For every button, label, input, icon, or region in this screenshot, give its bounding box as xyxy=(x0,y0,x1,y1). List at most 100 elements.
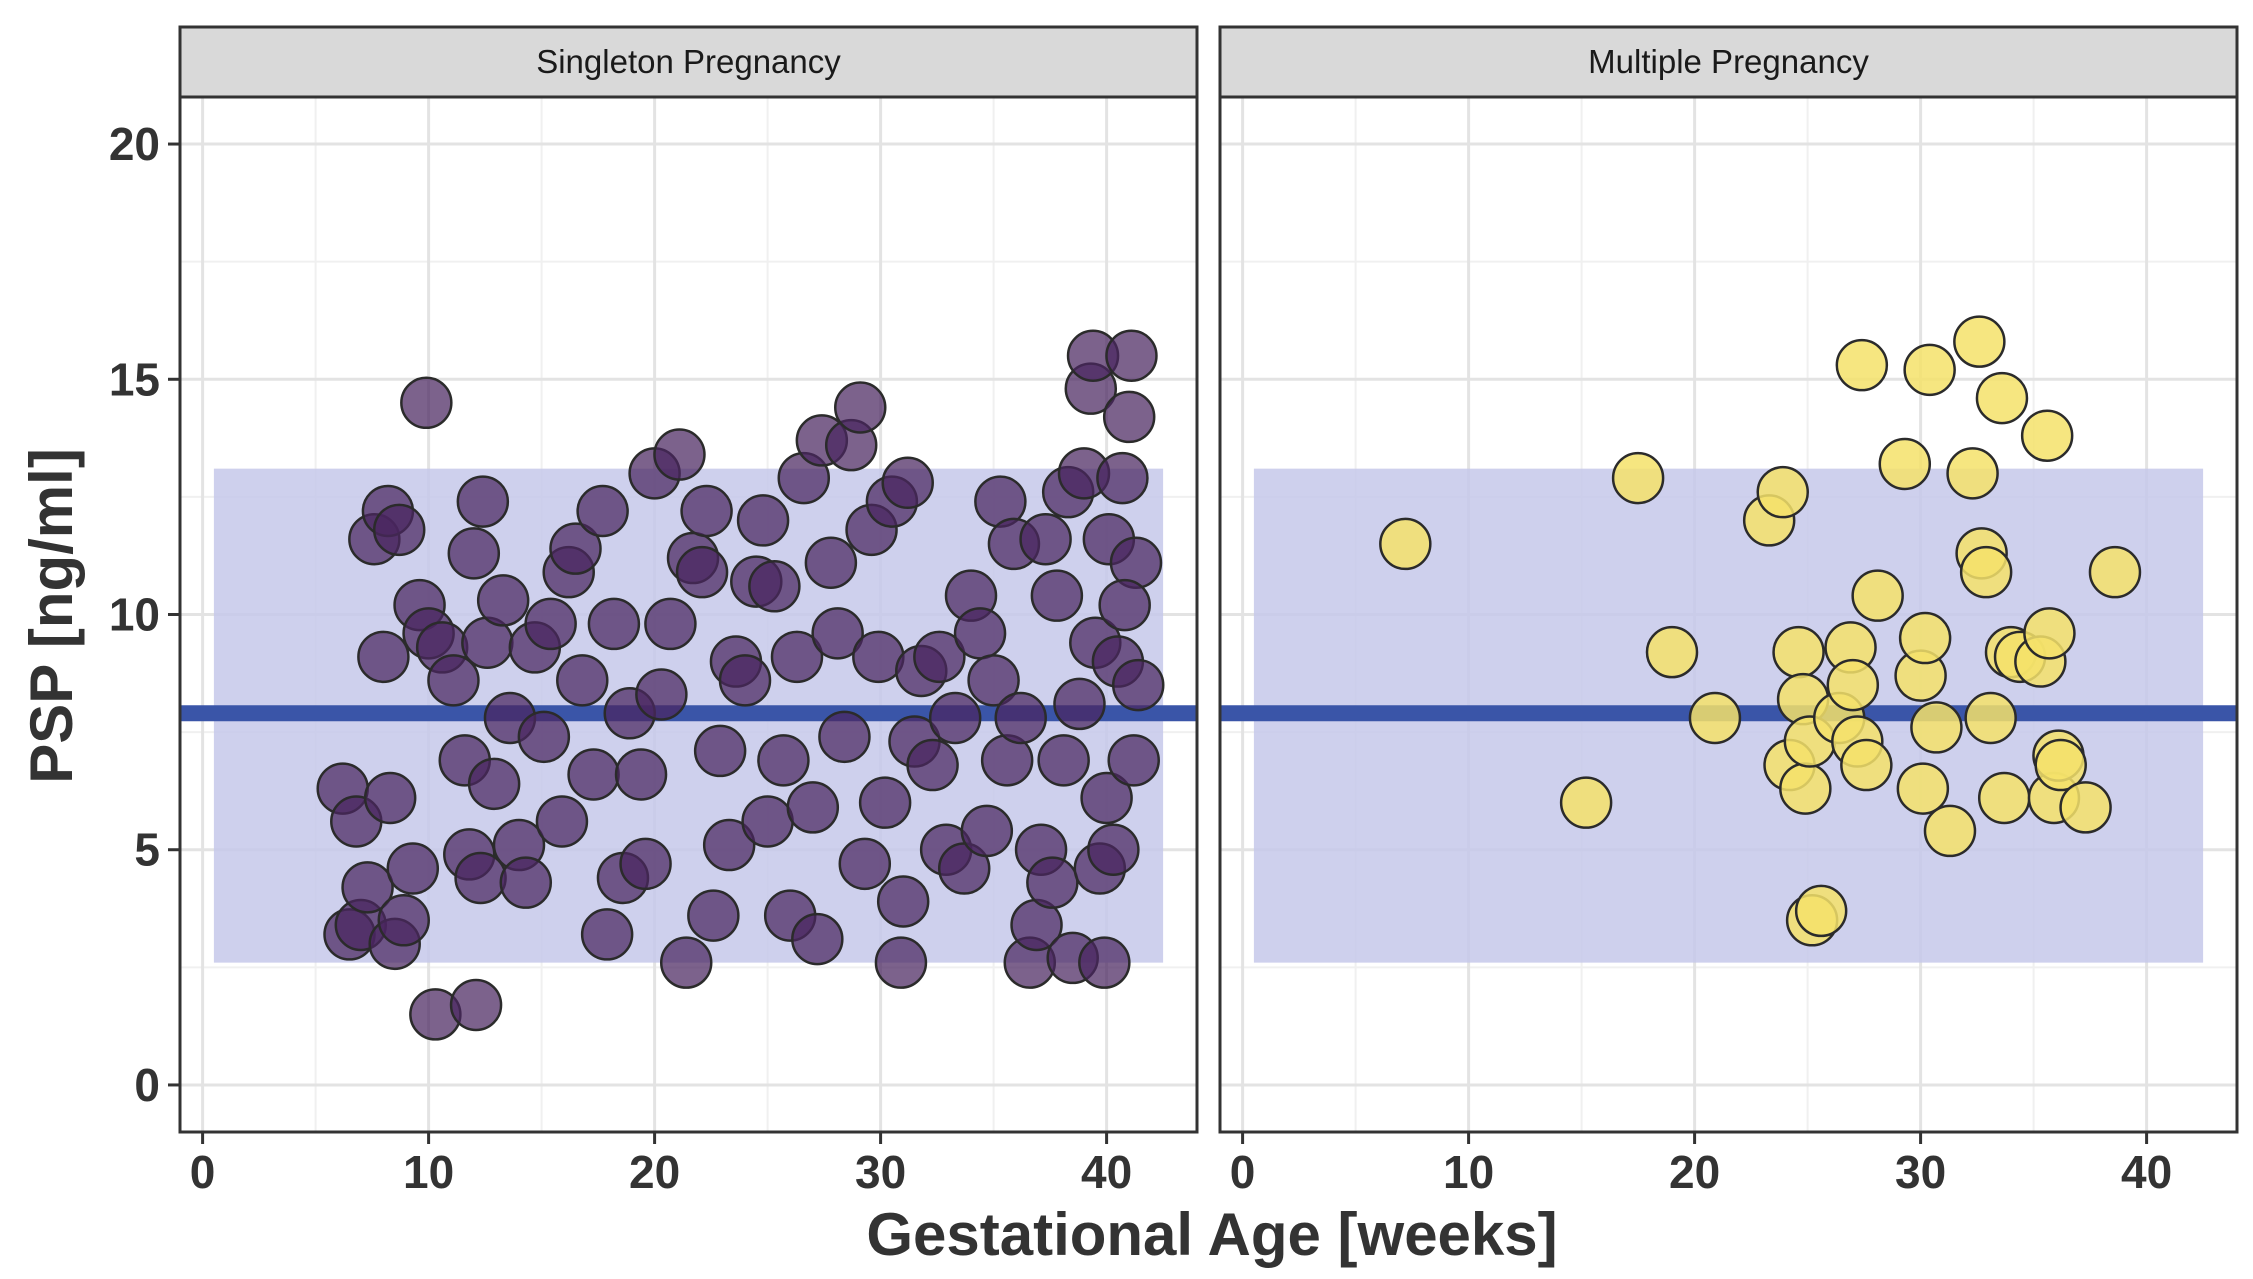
data-point xyxy=(1559,776,1613,829)
data-point xyxy=(576,484,629,538)
data-point xyxy=(1826,658,1880,712)
data-point xyxy=(858,776,912,829)
data-point xyxy=(1923,804,1977,858)
y-axis-title: PSP [ng/ml] xyxy=(18,448,85,784)
data-point xyxy=(906,738,959,792)
x-tick-label: 0 xyxy=(190,1146,216,1198)
x-tick-label: 30 xyxy=(1895,1146,1946,1198)
data-point xyxy=(449,978,503,1032)
data-point xyxy=(1019,512,1072,566)
x-tick-label: 10 xyxy=(403,1146,454,1198)
data-point xyxy=(2020,409,2074,462)
data-point xyxy=(1756,465,1809,519)
data-point xyxy=(1896,762,1950,815)
data-point xyxy=(476,574,530,627)
data-point xyxy=(580,908,634,961)
facet-strip xyxy=(1218,25,2239,99)
data-point xyxy=(447,527,501,580)
data-point xyxy=(1098,578,1151,632)
data-point xyxy=(741,795,794,848)
y-tick-label: 10 xyxy=(109,589,160,641)
data-point xyxy=(1111,658,1165,712)
data-point xyxy=(680,484,733,538)
data-point xyxy=(456,475,510,528)
data-point xyxy=(811,607,864,660)
y-tick-label: 0 xyxy=(134,1059,160,1111)
data-point xyxy=(427,654,480,707)
facet-strip-label: Multiple Pregnancy xyxy=(1588,43,1869,80)
data-point xyxy=(791,912,844,966)
data-point xyxy=(2088,545,2142,599)
data-point xyxy=(1779,762,1832,815)
data-point xyxy=(1898,611,1952,665)
data-point xyxy=(1102,390,1156,444)
data-point xyxy=(1835,338,1889,392)
data-point xyxy=(619,837,672,891)
data-point xyxy=(786,781,840,834)
data-point xyxy=(549,522,602,575)
data-point xyxy=(960,804,1014,858)
data-point xyxy=(659,936,713,989)
data-point xyxy=(838,837,892,891)
data-point xyxy=(386,842,440,895)
x-axis-multiple: 0 10 20 30 40 xyxy=(1230,1132,2172,1198)
data-point xyxy=(1645,625,1699,679)
data-point xyxy=(556,654,609,707)
data-point xyxy=(2023,607,2076,660)
data-point xyxy=(770,630,824,684)
data-point xyxy=(994,691,1047,745)
x-axis-title: Gestational Age [weeks] xyxy=(866,1201,1557,1268)
data-point xyxy=(2059,781,2112,834)
y-tick-label: 20 xyxy=(109,118,160,170)
x-tick-label: 0 xyxy=(1230,1146,1256,1198)
data-point xyxy=(1878,437,1932,491)
singleton-pregnancy-panel: Singleton Pregnancy xyxy=(178,25,1199,1134)
x-tick-label: 30 xyxy=(855,1146,906,1198)
data-point xyxy=(1087,823,1140,876)
facet-strip-label: Singleton Pregnancy xyxy=(536,43,841,80)
data-point xyxy=(1794,884,1848,938)
data-point xyxy=(1037,734,1090,787)
y-tick-label: 15 xyxy=(109,353,160,405)
data-point xyxy=(535,795,589,848)
facet-strip xyxy=(178,25,1199,99)
data-point xyxy=(1379,517,1432,571)
data-point xyxy=(881,456,934,510)
data-point xyxy=(953,607,1007,660)
y-axis: 0 5 10 15 20 xyxy=(109,118,180,1111)
data-point xyxy=(913,630,966,684)
data-point xyxy=(635,668,688,721)
data-point xyxy=(675,545,729,599)
data-point xyxy=(1975,371,2029,425)
x-axis-singleton: 0 10 20 30 40 xyxy=(190,1132,1132,1198)
data-point xyxy=(1053,677,1106,731)
multiple-pregnancy-panel: Multiple Pregnancy xyxy=(1218,25,2239,1134)
data-point xyxy=(499,856,553,909)
data-point xyxy=(1840,738,1893,792)
data-point xyxy=(341,861,394,914)
data-point xyxy=(1096,451,1149,505)
data-point xyxy=(1030,569,1084,622)
data-point xyxy=(377,894,430,947)
data-point xyxy=(702,818,756,872)
x-tick-label: 10 xyxy=(1443,1146,1494,1198)
data-point xyxy=(834,381,887,434)
y-tick-label: 5 xyxy=(134,824,160,876)
data-point xyxy=(400,376,453,430)
data-point xyxy=(1964,691,2017,745)
data-point xyxy=(1080,771,1133,825)
data-point xyxy=(1946,447,1999,500)
data-point xyxy=(567,748,620,801)
data-point xyxy=(1903,343,1956,397)
data-point xyxy=(2034,738,2087,792)
data-point xyxy=(693,724,747,778)
data-point xyxy=(1078,936,1131,989)
data-point xyxy=(1959,545,2013,599)
data-point xyxy=(876,875,930,928)
data-point xyxy=(748,560,801,613)
data-point xyxy=(818,710,871,764)
data-point xyxy=(736,494,790,547)
data-point xyxy=(687,889,740,942)
data-point xyxy=(372,503,426,557)
data-point xyxy=(1977,771,2031,825)
